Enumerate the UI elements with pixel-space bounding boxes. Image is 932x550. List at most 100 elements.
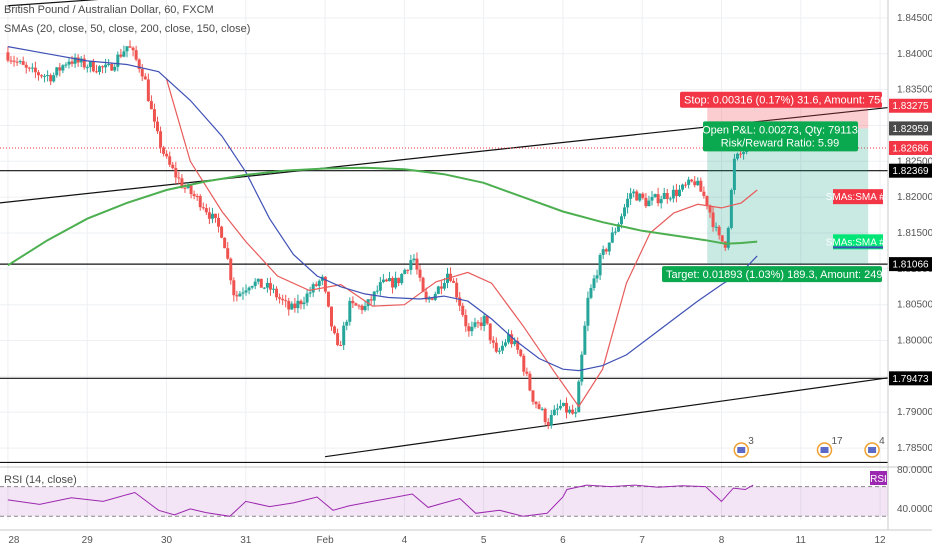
candle-body xyxy=(687,179,691,185)
candle-body xyxy=(500,345,504,351)
candle-body xyxy=(464,315,468,327)
flag-icon xyxy=(868,447,877,453)
candle-body xyxy=(46,75,50,77)
candle-body xyxy=(293,303,297,309)
candle-body xyxy=(467,326,471,332)
candle-body xyxy=(104,64,108,68)
candle-body xyxy=(76,57,80,63)
candle-body xyxy=(253,281,257,287)
candle-body xyxy=(482,315,486,327)
candle-body xyxy=(702,191,706,196)
sma-legend[interactable]: SMAs (20, close, 50, close, 200, close, … xyxy=(4,23,251,35)
candle-body xyxy=(452,280,456,283)
pnl-label: Open P&L: 0.00273, Qty: 79113 xyxy=(702,124,858,136)
candle-body xyxy=(217,217,221,227)
candle-body xyxy=(580,354,584,382)
candle-body xyxy=(619,216,623,225)
candle-body xyxy=(223,237,227,249)
candle-body xyxy=(317,280,321,286)
candle-body xyxy=(15,61,19,63)
candle-body xyxy=(204,208,208,213)
candle-body xyxy=(58,67,62,71)
chart-grid xyxy=(0,0,932,531)
candle-body xyxy=(250,286,254,288)
candle-body xyxy=(305,293,309,303)
candle-body xyxy=(369,299,373,301)
price-tick-label: 1.84000 xyxy=(897,49,932,60)
candle-body xyxy=(195,195,199,197)
trendline[interactable] xyxy=(324,377,889,458)
candle-body xyxy=(418,269,422,278)
candle-body xyxy=(125,46,129,52)
candle-body xyxy=(384,279,388,282)
flag-icon xyxy=(820,447,829,453)
candle-body xyxy=(397,277,401,284)
candle-body xyxy=(592,278,596,289)
candle-body xyxy=(540,408,544,410)
candle-body xyxy=(210,213,214,219)
candle-body xyxy=(455,282,459,298)
event-markers[interactable]: 3 17 4 xyxy=(733,436,885,458)
candle-body xyxy=(406,269,410,271)
candle-body xyxy=(290,303,294,310)
candle-body xyxy=(30,67,34,69)
candle-body xyxy=(708,205,712,213)
trendline[interactable] xyxy=(7,0,111,7)
time-tick-label: 4 xyxy=(402,535,408,546)
candle-body xyxy=(24,64,28,68)
time-tick-label: 28 xyxy=(8,535,20,546)
candle-body xyxy=(323,276,327,292)
price-tag-label: 1.83275 xyxy=(892,101,929,112)
price-axis[interactable]: 1.845001.840001.835001.830001.825001.820… xyxy=(887,0,932,530)
sma-label: SMAs:SMA #1 xyxy=(826,192,891,203)
price-tick-label: 1.80500 xyxy=(897,300,932,311)
candle-body xyxy=(238,293,242,297)
rsi-band xyxy=(0,486,888,517)
candle-body xyxy=(653,194,657,197)
price-tag-label: 1.82959 xyxy=(892,124,929,135)
candle-body xyxy=(546,422,550,426)
candle-body xyxy=(329,306,333,327)
candle-body xyxy=(476,322,480,324)
candle-body xyxy=(354,303,358,306)
candle-body xyxy=(220,226,224,238)
price-tag-label: 1.81066 xyxy=(892,260,929,271)
candle-body xyxy=(357,305,361,307)
candle-body xyxy=(110,63,114,71)
rsi-tag: RSI xyxy=(870,474,887,485)
candle-body xyxy=(107,63,111,65)
candle-body xyxy=(732,158,736,191)
candle-body xyxy=(247,287,251,291)
candle-body xyxy=(177,177,181,179)
price-tag-label: 1.82369 xyxy=(892,166,929,177)
candle-body xyxy=(375,290,379,292)
candle-body xyxy=(436,286,440,294)
candle-body xyxy=(693,181,697,186)
candle-body xyxy=(88,61,92,68)
candle-body xyxy=(61,65,65,71)
risk-reward-label: Risk/Reward Ratio: 5.99 xyxy=(721,137,840,149)
candle-body xyxy=(140,68,144,77)
rsi-pane[interactable]: RSI xyxy=(0,471,888,517)
candle-body xyxy=(586,297,590,326)
candle-body xyxy=(742,152,746,155)
candle-body xyxy=(461,305,465,316)
candle-body xyxy=(27,67,31,69)
candle-body xyxy=(644,197,648,207)
candle-body xyxy=(491,340,495,343)
candle-body xyxy=(98,66,102,72)
candle-body xyxy=(311,284,315,293)
candle-body xyxy=(403,269,407,274)
candle-body xyxy=(165,153,169,157)
candle-body xyxy=(363,306,367,311)
horizontal-levels[interactable] xyxy=(0,147,888,464)
sma-label-box xyxy=(833,189,883,205)
candle-body xyxy=(558,405,562,409)
event-count: 4 xyxy=(879,436,885,447)
candle-body xyxy=(64,64,68,66)
candle-body xyxy=(430,298,434,300)
rsi-legend[interactable]: RSI (14, close) xyxy=(4,474,77,486)
candle-body xyxy=(213,213,217,218)
time-axis[interactable]: 28 29 30 31 Feb 4 5 6 7 8 11 12 xyxy=(8,535,886,546)
